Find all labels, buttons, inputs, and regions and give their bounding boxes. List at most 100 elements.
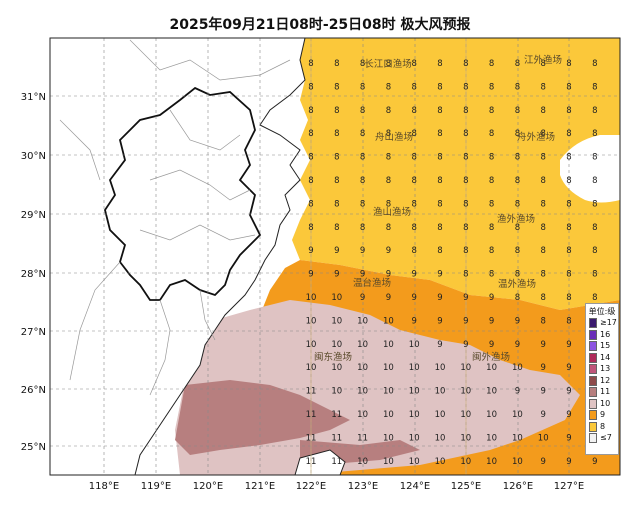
wind-value: 8: [334, 199, 339, 209]
wind-value: 8: [386, 153, 391, 163]
legend-swatch: [589, 375, 597, 386]
wind-value: 8: [489, 246, 494, 256]
wind-value: 10: [512, 410, 523, 420]
wind-value: 8: [437, 246, 442, 256]
lon-label: 123°E: [348, 481, 378, 492]
lat-label: 28°N: [21, 269, 46, 280]
wind-value: 10: [331, 316, 342, 326]
wind-value: 10: [435, 363, 446, 373]
legend-item: 8: [586, 421, 618, 433]
wind-value: 8: [334, 106, 339, 116]
wind-value: 10: [306, 316, 317, 326]
wind-value: 10: [409, 433, 420, 443]
wind-value: 8: [540, 82, 545, 92]
wind-value: 8: [489, 176, 494, 186]
wind-value: 8: [463, 153, 468, 163]
zone-changjiangkou: 长江口渔场: [364, 58, 412, 70]
wind-value: 9: [566, 410, 571, 420]
map-title: 2025年09月21日08时-25日08时 极大风预报: [169, 17, 471, 33]
wind-value: 8: [334, 153, 339, 163]
wind-value: 8: [540, 129, 545, 139]
wind-value: 11: [331, 433, 342, 443]
wind-value: 8: [463, 129, 468, 139]
wind-value: 8: [515, 59, 520, 69]
legend-swatch: [589, 318, 597, 328]
wind-value: 8: [360, 106, 365, 116]
wind-value: 8: [463, 82, 468, 92]
wind-value: 8: [592, 82, 597, 92]
wind-value: 8: [308, 176, 313, 186]
wind-value: 8: [540, 223, 545, 233]
wind-area-11: [175, 380, 350, 455]
lon-label: 125°E: [451, 481, 481, 492]
wind-value: 8: [411, 82, 416, 92]
wind-value: 8: [308, 59, 313, 69]
wind-value: 8: [334, 223, 339, 233]
legend-swatch: [589, 410, 597, 420]
zone-zhoushan: 舟山渔场: [375, 131, 413, 143]
wind-value: 10: [435, 433, 446, 443]
legend-item: 15: [586, 340, 618, 352]
wind-value: 8: [360, 223, 365, 233]
wind-value: 10: [331, 293, 342, 303]
wind-value: 8: [592, 106, 597, 116]
wind-value: 10: [409, 387, 420, 397]
wind-value: 8: [540, 316, 545, 326]
wind-value: 8: [386, 82, 391, 92]
wind-value: 8: [411, 176, 416, 186]
legend-item: 11: [586, 386, 618, 398]
wind-value: 10: [435, 410, 446, 420]
legend-item: 9: [586, 409, 618, 421]
mainland-coast: [50, 38, 306, 475]
wind-value: 9: [386, 246, 391, 256]
wind-value: 9: [540, 457, 545, 467]
wind-value: 9: [437, 340, 442, 350]
wind-value: 8: [540, 153, 545, 163]
wind-value: 9: [566, 363, 571, 373]
wind-value: 10: [383, 410, 394, 420]
wind-value: 10: [331, 363, 342, 373]
wind-value: 8: [437, 153, 442, 163]
wind-value: 9: [386, 293, 391, 303]
wind-value: 8: [334, 82, 339, 92]
wind-area-8: [292, 38, 620, 310]
wind-value: 8: [437, 223, 442, 233]
wind-value: 8: [334, 59, 339, 69]
wind-value: 8: [463, 176, 468, 186]
wind-value: 8: [334, 129, 339, 139]
legend-swatch: [589, 421, 597, 432]
wind-value: 10: [357, 363, 368, 373]
lon-label: 126°E: [503, 481, 533, 492]
fishing-ground-labels: 长江口渔场 江外渔场 舟山渔场 舟外渔场 渔山渔场 渔外渔场 温台渔场 温外渔场…: [314, 54, 562, 363]
wind-value: 8: [515, 223, 520, 233]
wind-value: 8: [540, 246, 545, 256]
wind-value: 8: [489, 153, 494, 163]
wind-value: 8: [592, 223, 597, 233]
legend-label: 13: [600, 364, 611, 373]
wind-value: 9: [437, 316, 442, 326]
wind-value: 10: [383, 340, 394, 350]
wind-value: 10: [357, 410, 368, 420]
wind-value: 8: [386, 59, 391, 69]
legend-label: 11: [600, 387, 611, 396]
legend-item: 14: [586, 352, 618, 364]
wind-value: 8: [411, 59, 416, 69]
wind-value: 8: [437, 106, 442, 116]
wind-value: 9: [540, 387, 545, 397]
wind-value: 8: [566, 293, 571, 303]
legend-item: 16: [586, 329, 618, 341]
legend-item: ≤7: [586, 432, 618, 444]
wind-value: 9: [360, 246, 365, 256]
wind-value: 8: [566, 82, 571, 92]
wind-value: 8: [489, 59, 494, 69]
legend-label: 9: [600, 410, 606, 419]
wind-value: 9: [566, 433, 571, 443]
legend-swatch: [589, 329, 597, 340]
wind-value: 8: [592, 246, 597, 256]
wind-value: 8: [411, 129, 416, 139]
wind-value: 8: [566, 199, 571, 209]
wind-value: 8: [463, 270, 468, 280]
wind-value: 8: [515, 106, 520, 116]
wind-value: 8: [463, 223, 468, 233]
